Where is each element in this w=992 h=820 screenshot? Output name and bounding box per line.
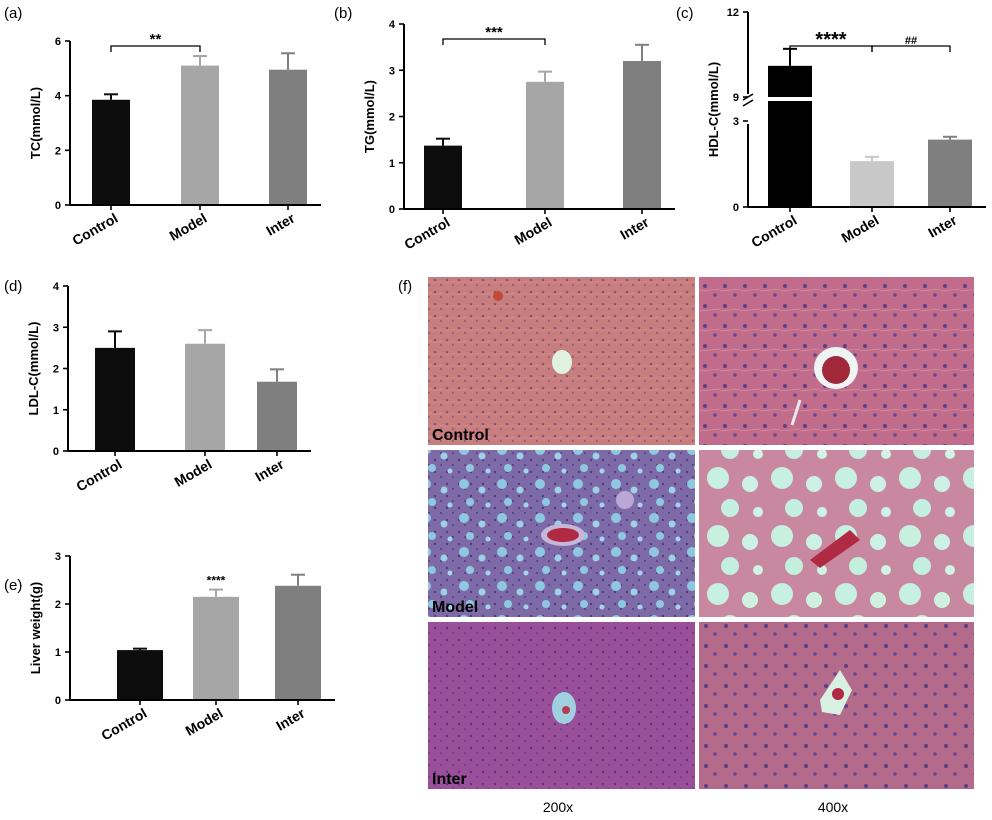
y-tick-label: 0 bbox=[53, 446, 59, 458]
y-tick-label: 3 bbox=[55, 551, 61, 563]
chart-b: (b) 0 1 2 3 4 TG(mmol/L) Control Model Inter *** bbox=[334, 5, 675, 252]
bar-break-gap bbox=[767, 97, 813, 101]
micrograph-inter-200x bbox=[428, 622, 695, 789]
y-tick-label: 3 bbox=[733, 116, 739, 128]
chart-d: (d) 0 1 2 3 4 LDL-C(mmol/L) Control Model Inter bbox=[4, 278, 311, 494]
panel-label: (b) bbox=[334, 5, 352, 22]
bar-model bbox=[850, 161, 894, 207]
bar-control bbox=[424, 145, 462, 209]
bar-inter bbox=[928, 139, 972, 207]
panel-label: (e) bbox=[4, 577, 22, 594]
bar-control bbox=[95, 347, 135, 451]
chart-c: (c) 0 3 9 12 HDL-C(mmol/L) Control Model Inter **… bbox=[676, 5, 986, 250]
bar-model bbox=[526, 81, 564, 209]
bar-control bbox=[117, 650, 163, 700]
y-tick-label: 0 bbox=[55, 695, 61, 707]
significance-bracket bbox=[110, 45, 201, 52]
row-label-inter: Inter bbox=[432, 771, 467, 788]
x-tick-label: Control bbox=[98, 705, 149, 744]
x-tick-label: Inter bbox=[263, 209, 298, 238]
x-tick-label: Model bbox=[166, 210, 209, 244]
x-tick-label: Control bbox=[69, 210, 120, 249]
significance-label: ## bbox=[905, 35, 917, 47]
bar-model bbox=[185, 343, 225, 451]
significance-bracket bbox=[442, 38, 546, 45]
x-tick-label: Control bbox=[401, 214, 452, 253]
axis-break-mark bbox=[742, 93, 754, 107]
panel-label: (a) bbox=[4, 5, 22, 22]
column-label-400x: 400x bbox=[818, 799, 848, 815]
x-tick-label: Model bbox=[182, 705, 225, 739]
x-tick-label: Model bbox=[171, 456, 214, 490]
y-tick-label: 2 bbox=[55, 599, 61, 611]
micrograph-inter-400x bbox=[699, 622, 974, 789]
y-tick-label: 2 bbox=[53, 364, 59, 376]
x-tick-label: Control bbox=[73, 456, 124, 495]
y-tick-label: 3 bbox=[389, 65, 395, 77]
micrograph-model-400x bbox=[699, 450, 974, 617]
y-tick-label: 4 bbox=[55, 91, 62, 103]
bar-inter bbox=[269, 69, 307, 205]
y-axis-label: Liver weight(g) bbox=[28, 582, 43, 674]
panel-label: (c) bbox=[676, 5, 694, 22]
y-tick-label: 2 bbox=[55, 145, 61, 157]
x-tick-label: Inter bbox=[617, 213, 652, 242]
significance-label: **** bbox=[815, 29, 846, 51]
bar-inter bbox=[257, 381, 297, 451]
y-tick-label: 1 bbox=[55, 647, 61, 659]
bar-control bbox=[768, 65, 812, 207]
chart-a: (a) 0 2 4 6 TC(mmol/L) Control Model Inter ** bbox=[4, 5, 321, 248]
y-axis-label: HDL-C(mmol/L) bbox=[706, 62, 721, 157]
row-label-model: Model bbox=[432, 599, 478, 616]
y-tick-label: 0 bbox=[389, 204, 395, 216]
x-tick-label: Inter bbox=[273, 704, 308, 733]
significance-label: ** bbox=[150, 31, 162, 48]
y-axis-label: LDL-C(mmol/L) bbox=[26, 322, 41, 416]
y-tick-label: 4 bbox=[389, 19, 396, 31]
bar-control bbox=[92, 99, 130, 205]
significance-label: **** bbox=[207, 574, 226, 588]
y-tick-label: 9 bbox=[733, 92, 739, 104]
micrograph-control-200x bbox=[428, 277, 695, 445]
y-tick-label: 1 bbox=[53, 405, 59, 417]
x-tick-label: Model bbox=[838, 212, 881, 246]
x-tick-label: Control bbox=[748, 212, 799, 251]
y-tick-label: 12 bbox=[727, 7, 739, 19]
bar-inter bbox=[275, 585, 321, 700]
y-axis-label: TG(mmol/L) bbox=[362, 80, 377, 153]
row-label-control: Control bbox=[432, 427, 489, 444]
micrograph-control-400x bbox=[699, 277, 974, 445]
x-tick-label: Inter bbox=[925, 211, 960, 240]
panel-label-f: (f) bbox=[398, 278, 412, 295]
y-axis-label: TC(mmol/L) bbox=[28, 87, 43, 159]
bar-inter bbox=[623, 61, 661, 209]
y-tick-label: 2 bbox=[389, 112, 395, 124]
y-tick-label: 0 bbox=[55, 200, 61, 212]
histology-panel: (f) bbox=[398, 277, 974, 815]
y-tick-label: 0 bbox=[733, 202, 739, 214]
significance-label: *** bbox=[485, 24, 503, 41]
y-tick-label: 3 bbox=[53, 322, 59, 334]
bar-model bbox=[193, 596, 239, 700]
column-label-200x: 200x bbox=[543, 799, 573, 815]
significance-bracket bbox=[871, 45, 951, 52]
y-tick-label: 4 bbox=[53, 281, 60, 293]
y-tick-label: 6 bbox=[55, 36, 61, 48]
x-tick-label: Model bbox=[511, 214, 554, 248]
panel-label: (d) bbox=[4, 278, 22, 295]
x-tick-label: Inter bbox=[252, 455, 287, 484]
y-tick-label: 1 bbox=[389, 158, 395, 170]
micrograph-model-200x bbox=[428, 450, 695, 617]
chart-e: (e) 0 1 2 3 Liver weight(g) Control Model Inter *… bbox=[4, 551, 335, 743]
bar-model bbox=[181, 65, 219, 205]
